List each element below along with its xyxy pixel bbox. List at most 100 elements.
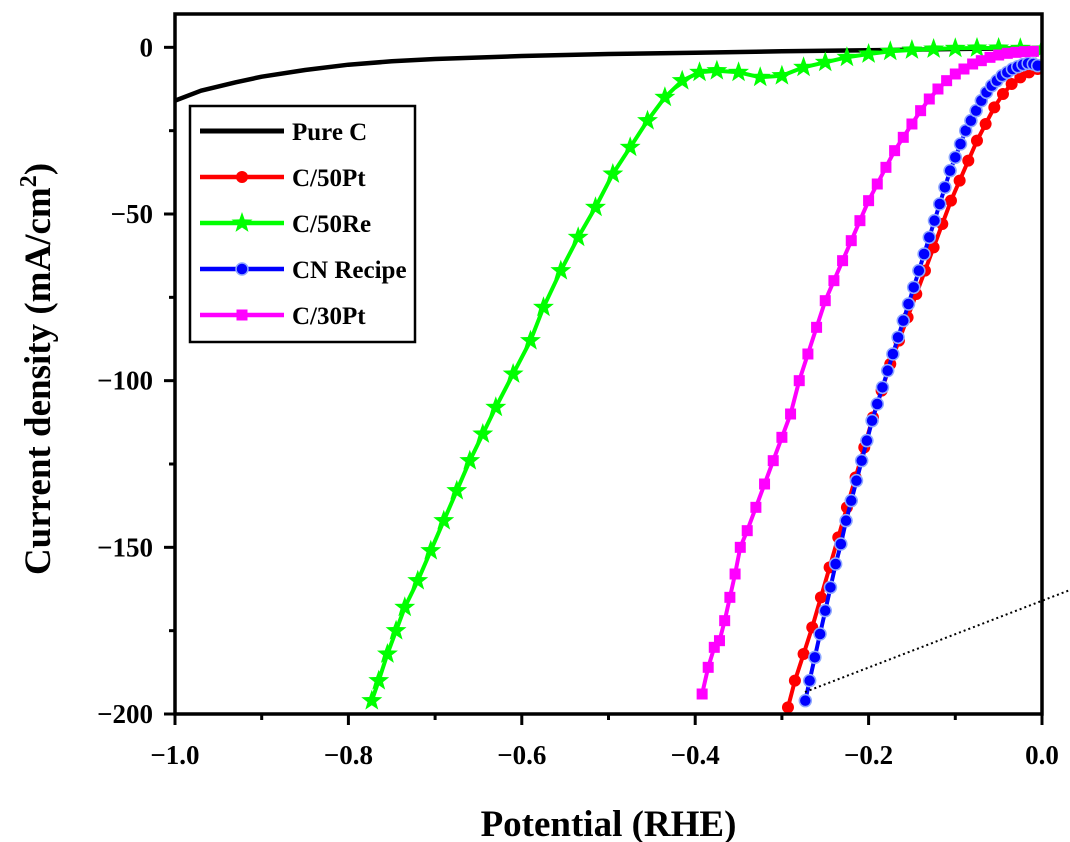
data-point-c-30pt [811, 321, 823, 333]
data-point-cn-recipe [839, 513, 853, 528]
data-point-cn-recipe [875, 380, 890, 395]
legend-marker [231, 212, 253, 232]
legend-item-cn-recipe: CN Recipe [200, 257, 407, 284]
data-point-c-50re [567, 226, 589, 247]
data-point-c-30pt [932, 83, 944, 95]
data-point-cn-recipe [917, 247, 931, 261]
data-point-c-50re [602, 163, 624, 183]
data-point-c-50re [923, 38, 945, 58]
data-point-c-50pt [988, 101, 1001, 114]
data-point-cn-recipe [802, 673, 817, 688]
data-point-c-50pt [781, 701, 794, 714]
data-point-c-50re [689, 61, 710, 82]
data-point-c-50re [385, 619, 407, 640]
data-point-c-50re [619, 136, 641, 157]
data-point-c-30pt [958, 63, 970, 75]
y-tick-label: −150 [97, 532, 153, 562]
data-point-cn-recipe [922, 230, 937, 245]
data-point-c-30pt [984, 51, 996, 63]
legend-item-c-30pt: C/30Pt [200, 303, 366, 330]
data-point-cn-recipe [932, 197, 947, 211]
data-point-c-50re [377, 643, 398, 663]
data-point-cn-recipe [849, 473, 864, 488]
data-point-c-30pt [729, 568, 741, 580]
series-c-50re [361, 37, 1042, 710]
data-point-c-50re [585, 196, 606, 217]
data-point-cn-recipe [1030, 58, 1042, 73]
data-point-c-30pt [837, 255, 849, 267]
data-point-c-30pt [889, 145, 901, 157]
y-tick-label: 0 [140, 32, 154, 62]
y-axis-title-superscript: 2 [16, 175, 42, 187]
data-point-cn-recipe [865, 413, 879, 428]
data-point-c-30pt [915, 105, 927, 117]
data-point-c-50re [446, 479, 468, 500]
data-point-c-30pt [975, 55, 987, 67]
data-point-cn-recipe [948, 150, 963, 165]
data-point-c-30pt [741, 525, 753, 537]
x-tick-label: −0.2 [844, 740, 893, 770]
data-point-c-50re [361, 689, 383, 710]
data-point-c-50re [879, 40, 901, 61]
series-c-30pt [696, 45, 1039, 700]
data-point-cn-recipe [927, 213, 942, 228]
data-point-cn-recipe [854, 453, 869, 468]
y-tick-label: −100 [97, 366, 153, 396]
data-point-c-50re [858, 43, 880, 63]
data-point-c-50pt [979, 118, 992, 130]
data-point-c-50re [420, 539, 442, 560]
data-point-c-50re [966, 37, 988, 57]
x-axis-title: Potential (RHE) [481, 804, 737, 842]
data-point-c-50re [749, 66, 771, 87]
data-point-cn-recipe [901, 297, 916, 311]
x-tick-label: −0.8 [324, 740, 373, 770]
data-point-c-30pt [897, 131, 909, 143]
data-point-c-50pt [797, 648, 810, 660]
plot-content [175, 37, 1042, 714]
data-point-c-50pt [944, 194, 957, 207]
x-tick-label: −0.4 [671, 740, 720, 770]
data-point-c-30pt [967, 58, 979, 70]
data-point-c-30pt [871, 178, 883, 190]
data-point-cn-recipe [880, 363, 895, 378]
data-point-c-50re [793, 56, 814, 77]
data-point-cn-recipe [886, 347, 900, 361]
data-point-c-50re [706, 59, 728, 80]
series-line-c-50re [369, 46, 1042, 702]
legend-label: C/50Pt [292, 165, 366, 192]
data-point-cn-recipe [938, 180, 952, 195]
data-point-c-50pt [953, 174, 966, 187]
data-point-c-30pt [1019, 46, 1031, 58]
data-point-c-50re [407, 569, 429, 590]
data-point-c-30pt [906, 118, 918, 130]
data-point-c-30pt [941, 75, 953, 87]
data-point-c-30pt [949, 68, 961, 80]
data-point-c-30pt [696, 688, 708, 700]
data-point-c-30pt [802, 348, 814, 360]
legend: Pure C C/50Pt C/50Re CN Recipe C/30Pt [188, 104, 417, 344]
data-point-cn-recipe [906, 280, 921, 295]
data-point-c-50re [394, 596, 416, 617]
legend-item-c-50pt: C/50Pt [200, 165, 366, 192]
data-point-c-50re [771, 64, 793, 85]
data-point-cn-recipe [860, 433, 874, 448]
data-point-c-30pt [1027, 45, 1039, 57]
data-point-c-50re [654, 86, 676, 107]
data-point-cn-recipe [953, 137, 968, 151]
data-point-c-30pt [759, 478, 771, 490]
data-point-c-50re [671, 69, 693, 90]
data-point-c-30pt [708, 641, 720, 653]
data-point-c-30pt [863, 195, 875, 207]
data-point-cn-recipe [844, 493, 859, 508]
data-point-c-50re [459, 449, 481, 470]
data-point-c-50pt [962, 154, 975, 167]
data-point-c-50re [485, 396, 507, 417]
data-point-c-50re [988, 37, 1010, 57]
data-point-c-30pt [1010, 46, 1022, 58]
x-tick-label: 0.0 [1025, 740, 1059, 770]
data-point-c-30pt [719, 615, 731, 627]
data-point-c-30pt [793, 375, 805, 387]
data-point-c-30pt [702, 661, 714, 673]
data-point-c-50pt [788, 674, 801, 687]
legend-marker [236, 171, 248, 183]
